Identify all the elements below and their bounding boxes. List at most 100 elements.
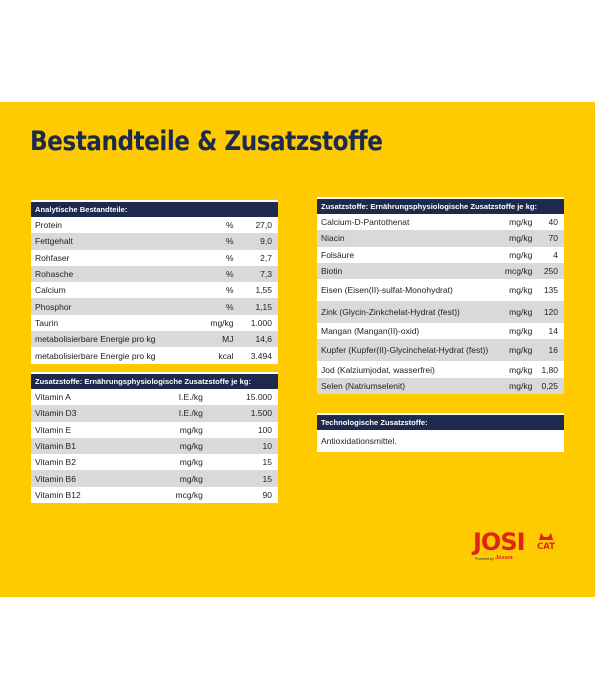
row-name: Vitamin E (35, 424, 72, 435)
table-row: Eisen (Eisen(II)-sulfat-Monohydrat) mg/kg… (317, 279, 564, 301)
row-value: 100 (257, 424, 272, 435)
table-row: Selen (Natriumselenit) mg/kg 0,25 (317, 377, 564, 395)
row-unit: mg/kg (499, 230, 537, 247)
row-value: 90 (262, 489, 272, 500)
row-value: 4 (553, 249, 558, 260)
row-unit: kcal (218, 350, 234, 361)
table-row: metabolisierbare Energie pro kg kcal 3.494 (31, 347, 278, 363)
table-body: Calcium-D-Pantothenat mg/kg 40 Niacin mg/kg 7… (317, 214, 564, 395)
row-unit: % (225, 285, 234, 296)
row-value: 3.494 (250, 350, 272, 361)
row-value: 15 (206, 470, 278, 487)
logo-powered: Powered by (475, 557, 494, 561)
minerals-table: Zusatzstoffe: Ernährungsphysiologische Z… (317, 197, 564, 395)
table-row: Vitamin E mg/kg 100 (31, 422, 278, 438)
row-value: 1.000 (250, 317, 272, 328)
logo-josera: Josera (495, 555, 513, 561)
row-name: Rohasche (31, 265, 198, 283)
row-name: Biotin (317, 262, 500, 280)
row-name: metabolisierbare Energie pro kg (31, 331, 198, 348)
row-name: Selen (Natriumselenit) (317, 377, 500, 395)
table-header: Zusatzstoffe: Ernährungsphysiologische Z… (317, 197, 564, 214)
table-row: Calcium-D-Pantothenat mg/kg 40 (317, 214, 564, 230)
table-header: Technologische Zusatzstoffe: (317, 413, 564, 430)
row-name: Taurin (35, 317, 59, 328)
table-row: Jod (Kalziumjodat, wasserfrei) mg/kg 1,80 (317, 361, 564, 377)
row-value: 10 (206, 437, 278, 455)
row-unit: I.E./kg (136, 405, 207, 422)
table-row: Vitamin D3 I.E./kg 1.500 (31, 405, 278, 422)
row-name: Vitamin D3 (31, 405, 137, 422)
row-name: Rohfaser (35, 252, 70, 263)
page-title: Bestandteile & Zusatzstoffe (30, 126, 383, 157)
table-row: Vitamin B1 mg/kg 10 (31, 437, 278, 455)
table-row: Vitamin B2 mg/kg 15 (31, 454, 278, 470)
table-row: Taurin mg/kg 1.000 (31, 315, 278, 331)
table-row: Vitamin A I.E./kg 15.000 (31, 389, 278, 405)
row-value: 15 (262, 457, 272, 468)
josicat-logo: JOSI CAT Powered by Josera (473, 528, 568, 574)
logo-cat-text: CAT (537, 542, 555, 552)
table-row: Vitamin B12 mcg/kg 90 (31, 487, 278, 503)
row-unit: I.E./kg (178, 392, 203, 403)
table-row: Vitamin B6 mg/kg 15 (31, 470, 278, 487)
table-row: Niacin mg/kg 70 (317, 230, 564, 247)
logo-brand: JOSI (473, 528, 526, 556)
table-body: Protein% 27,0 Fettgehalt% 9,0 Rohfaser% 2,7 Ro… (31, 217, 278, 364)
row-value: 1,15 (237, 298, 278, 315)
row-name: Mangan (Mangan(II)-oxid) (321, 326, 420, 337)
row-value: 1.500 (206, 405, 278, 422)
row-unit: % (197, 233, 238, 250)
table-row: Calcium% 1,55 (31, 282, 278, 298)
row-value: 9,0 (237, 233, 278, 250)
row-value: 0,25 (536, 377, 564, 395)
table-row: Mangan (Mangan(II)-oxid) mg/kg 14 (317, 323, 564, 339)
row-name: Protein (35, 220, 62, 231)
row-value: 27,0 (255, 220, 272, 231)
row-name: Kupfer (Kupfer(II)-Glycinchelat-Hydrat (… (317, 339, 500, 362)
row-value: 15.000 (246, 392, 272, 403)
table-row: Protein% 27,0 (31, 217, 278, 233)
row-name: Fettgehalt (31, 233, 198, 250)
row-value: 1,55 (255, 285, 272, 296)
row-unit: mg/kg (136, 470, 207, 487)
row-name: Vitamin B6 (31, 470, 137, 487)
table-row: Fettgehalt% 9,0 (31, 233, 278, 250)
vitamins-table: Zusatzstoffe: Ernährungsphysiologische Z… (31, 372, 278, 504)
row-name: Niacin (317, 230, 500, 247)
table-body: Vitamin A I.E./kg 15.000 Vitamin D3 I.E./kg 1… (31, 389, 278, 503)
row-value: 250 (536, 262, 564, 280)
row-name: Eisen (Eisen(II)-sulfat-Monohydrat) (321, 285, 453, 296)
table-row: Biotin mcg/kg 250 (317, 262, 564, 280)
row-unit: % (225, 252, 234, 263)
table-row: Rohasche% 7,3 (31, 265, 278, 283)
row-name: Calcium-D-Pantothenat (321, 217, 410, 228)
row-unit: mg/kg (210, 317, 234, 328)
cat-ears-icon (539, 533, 553, 540)
row-value: 7,3 (237, 265, 278, 283)
row-unit: % (197, 265, 238, 283)
row-unit: mg/kg (509, 217, 533, 228)
row-unit: mg/kg (136, 437, 207, 455)
row-unit: mg/kg (509, 249, 533, 260)
table-header: Zusatzstoffe: Ernährungsphysiologische Z… (31, 372, 278, 389)
row-name: Phosphor (31, 298, 198, 315)
row-unit: mg/kg (179, 424, 203, 435)
row-unit: mg/kg (499, 301, 537, 324)
row-value: 120 (536, 301, 564, 324)
row-name: Zink (Glycin-Zinkchelat-Hydrat (fest)) (317, 301, 500, 324)
row-unit: mcg/kg (499, 262, 537, 280)
row-value: 40 (548, 217, 558, 228)
row-unit: mg/kg (499, 377, 537, 395)
row-value: 16 (536, 339, 564, 362)
row-value: 1,80 (541, 364, 558, 375)
row-unit: mg/kg (179, 457, 203, 468)
table-row: Rohfaser% 2,7 (31, 250, 278, 266)
row-unit: mg/kg (509, 364, 533, 375)
row-value: 135 (543, 285, 558, 296)
table-row: metabolisierbare Energie pro kg MJ 14,6 (31, 331, 278, 348)
table-row: Zink (Glycin-Zinkchelat-Hydrat (fest)) mg… (317, 301, 564, 324)
row-unit: mg/kg (509, 326, 533, 337)
table-header: Analytische Bestandteile: (31, 200, 278, 217)
row-value: 2,7 (260, 252, 272, 263)
